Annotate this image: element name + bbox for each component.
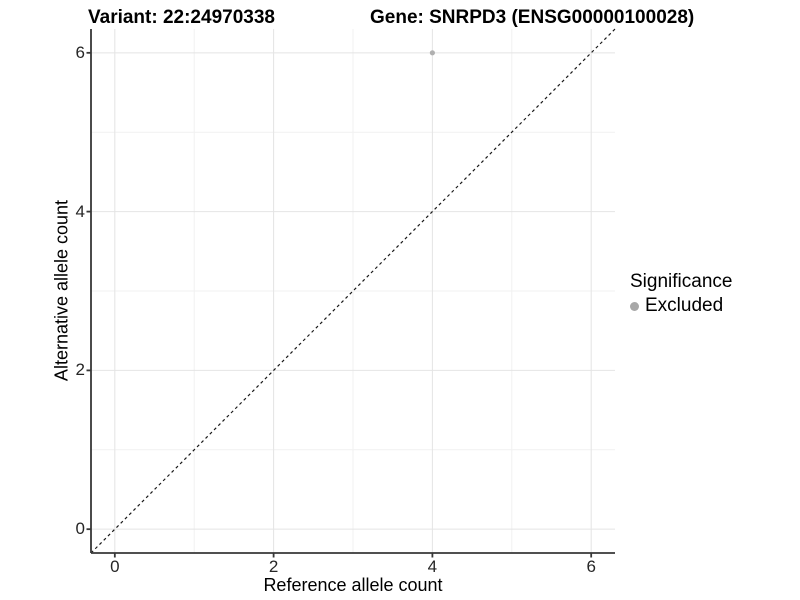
y-tick-label: 2 [75, 360, 85, 380]
legend-item-label: Excluded [645, 295, 724, 316]
y-axis-title: Alternative allele count [51, 199, 72, 382]
legend-title: Significance [630, 271, 733, 292]
y-tick-label: 6 [75, 42, 85, 62]
y-tick-label: 4 [75, 201, 85, 221]
data-point [429, 50, 435, 56]
x-tick-label: 6 [586, 557, 596, 576]
plot-title-gene: Gene: SNRPD3 (ENSG00000100028) [370, 7, 695, 28]
legend-item-excluded: Excluded [630, 295, 732, 317]
plot-title-variant: Variant: 22:24970338 [88, 7, 275, 28]
y-tick-label: 0 [75, 519, 85, 539]
legend: Significance Excluded [630, 271, 732, 317]
x-tick-label: 4 [427, 557, 438, 576]
legend-key-point-icon [630, 301, 639, 311]
x-tick-label: 0 [110, 557, 120, 576]
x-tick-label: 2 [268, 557, 279, 576]
x-axis-title: Reference allele count [263, 575, 443, 595]
